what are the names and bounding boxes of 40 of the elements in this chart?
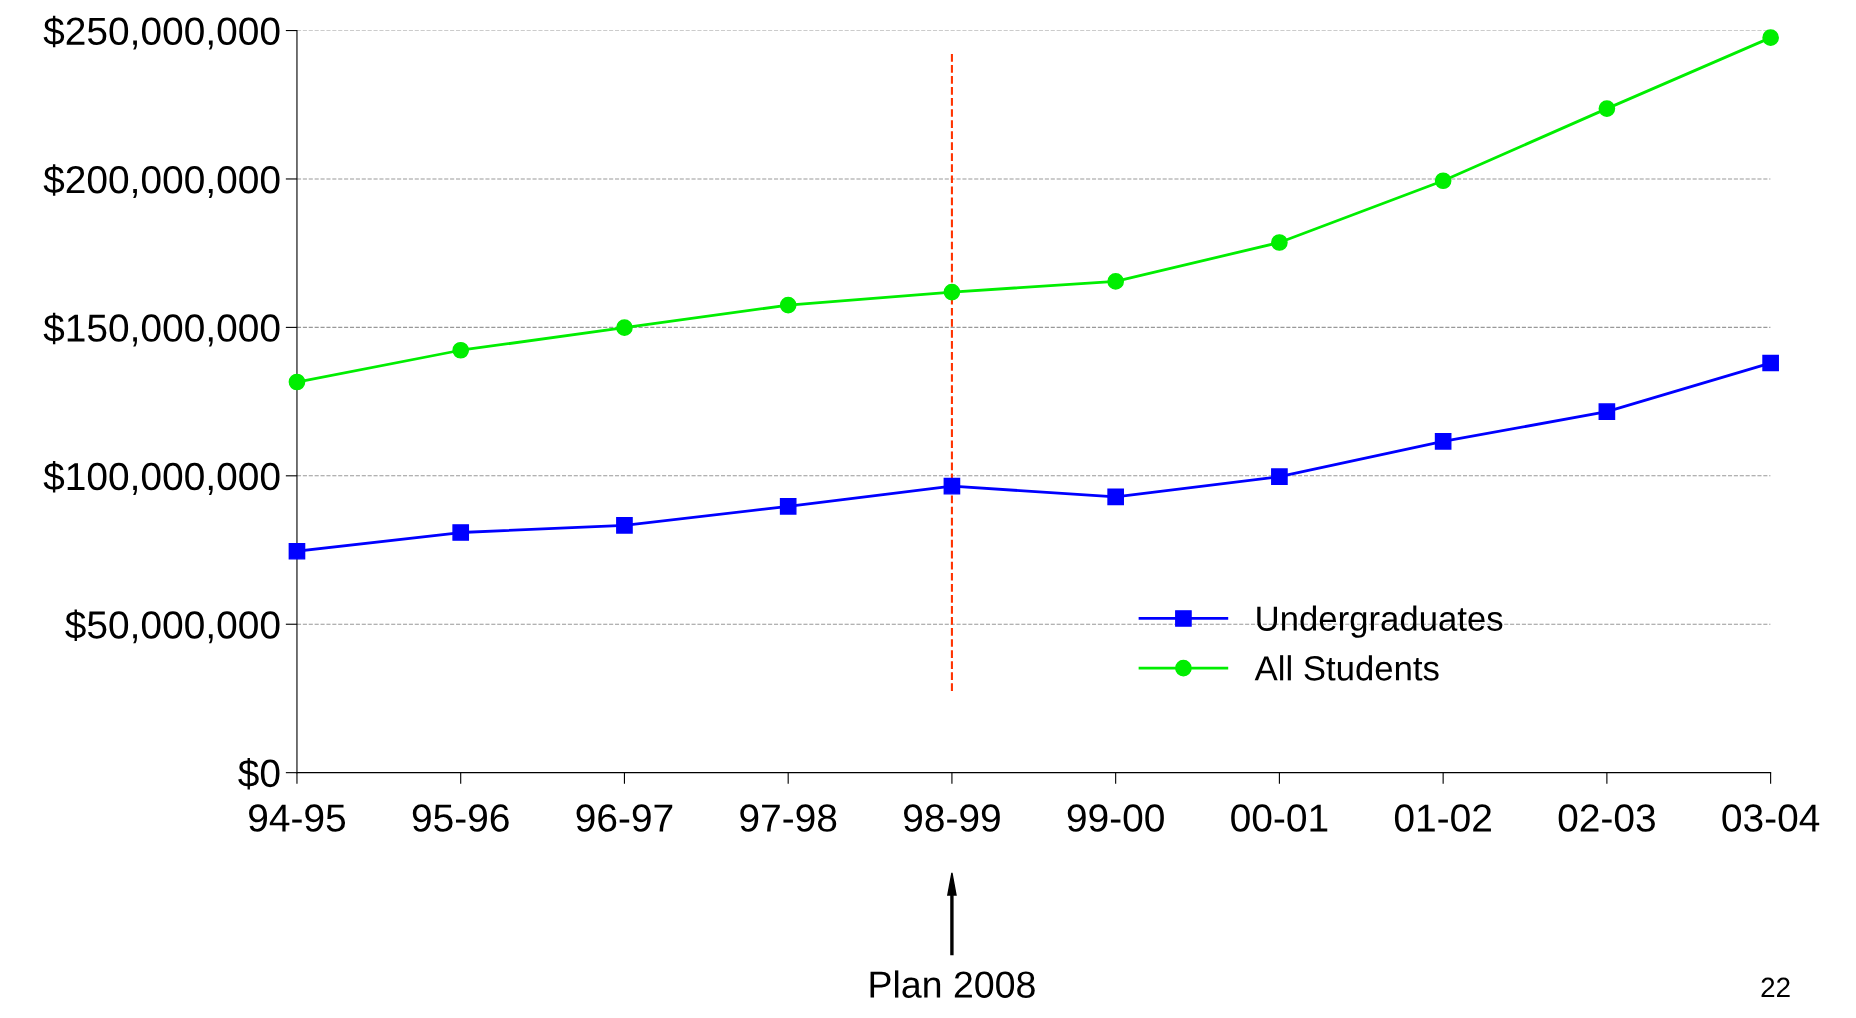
point xyxy=(1271,468,1288,486)
y-tick-label: $200,000,000 xyxy=(43,164,280,199)
text: 22 xyxy=(1761,977,1790,997)
point xyxy=(1598,100,1616,117)
point xyxy=(288,373,306,391)
point xyxy=(1762,354,1779,372)
point xyxy=(1271,234,1288,251)
point xyxy=(452,341,470,359)
point xyxy=(1434,172,1452,190)
point xyxy=(616,517,633,534)
point xyxy=(779,498,797,515)
point xyxy=(943,283,961,301)
text: Plan 2008 xyxy=(870,970,1035,998)
x-tick-label: 03-04 xyxy=(1722,804,1820,832)
point xyxy=(616,319,633,337)
x-tick-label: 94-95 xyxy=(249,804,346,832)
y-tick-label: $150,000,000 xyxy=(43,312,280,347)
x-tick-label: 96-97 xyxy=(576,804,673,832)
legend-label: Undergraduates xyxy=(1257,605,1503,638)
y-tick-label: $50,000,000 xyxy=(65,609,280,644)
point xyxy=(288,542,306,560)
point xyxy=(1598,403,1616,421)
x-tick-label: 98-99 xyxy=(904,804,1000,832)
point xyxy=(1762,29,1779,46)
x-tick-label: 01-02 xyxy=(1394,804,1491,832)
point xyxy=(1434,433,1452,450)
x-tick-label: 00-01 xyxy=(1231,804,1328,832)
y-tick-label: $100,000,000 xyxy=(43,461,280,495)
x-tick-label: 02-03 xyxy=(1558,804,1655,832)
x-tick-label: 99-00 xyxy=(1067,804,1164,832)
point xyxy=(452,524,470,541)
y-tick-label: $250,000,000 xyxy=(43,15,280,50)
point xyxy=(1107,488,1124,506)
x-tick-label: 95-96 xyxy=(412,804,509,832)
y-tick-label: $0 xyxy=(238,757,280,790)
point xyxy=(1107,273,1124,290)
point xyxy=(943,477,961,495)
x-tick-label: 97-98 xyxy=(740,804,837,832)
legend-label: All Students xyxy=(1254,655,1439,681)
point xyxy=(779,296,797,314)
